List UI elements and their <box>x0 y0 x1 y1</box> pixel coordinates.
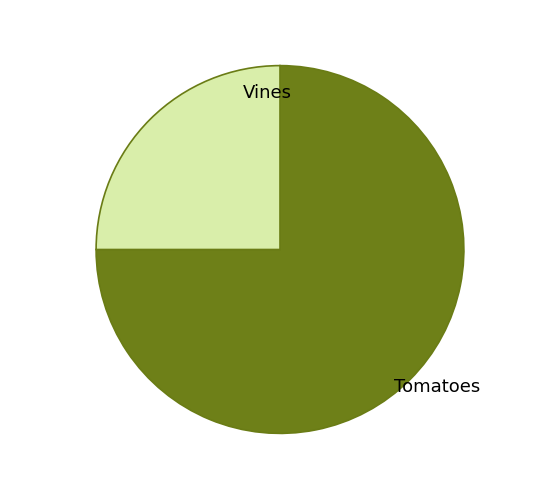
Wedge shape <box>96 65 280 250</box>
Text: Vines: Vines <box>243 84 292 102</box>
Wedge shape <box>96 65 464 434</box>
Text: Tomatoes: Tomatoes <box>394 378 480 396</box>
